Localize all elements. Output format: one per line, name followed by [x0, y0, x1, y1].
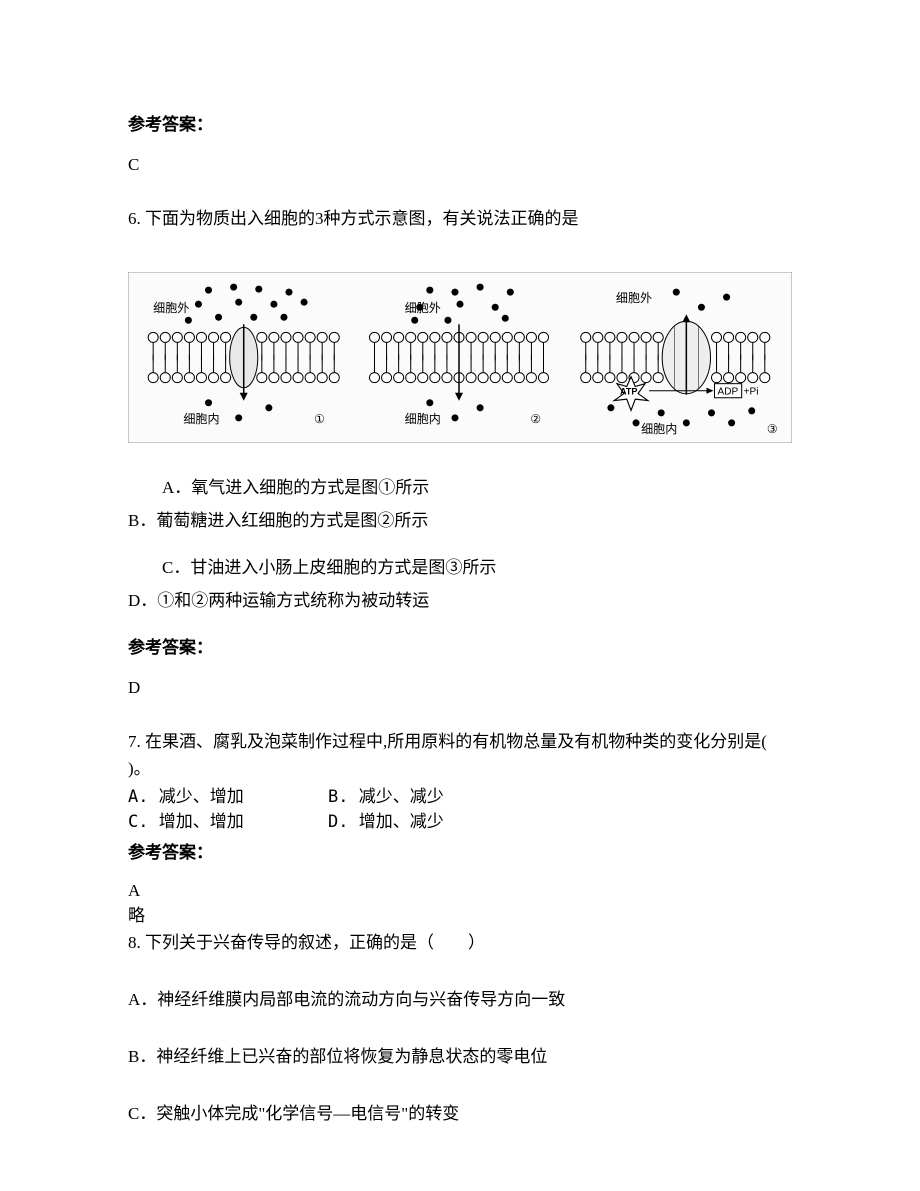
q7-answer-letter: A	[128, 881, 792, 901]
p1-in-label: 细胞内	[183, 412, 219, 426]
q6-stem: 6. 下面为物质出入细胞的3种方式示意图，有关说法正确的是	[128, 205, 792, 232]
q6-optA: A．氧气进入细胞的方式是图①所示	[128, 473, 792, 498]
q8-optA: A．神经纤维膜内局部电流的流动方向与兴奋传导方向一致	[128, 985, 792, 1010]
q7-optA: A. 减少、增加	[128, 785, 328, 811]
q5-answer-label: 参考答案：	[128, 110, 792, 135]
p1-out-label: 细胞外	[153, 301, 189, 315]
q7-optC: C. 增加、增加	[128, 810, 328, 836]
p2-num: ②	[530, 412, 541, 426]
q6-optB: B．葡萄糖进入红细胞的方式是图②所示	[128, 506, 792, 531]
q6-answer-letter: D	[128, 678, 792, 698]
q6-answer-label: 参考答案：	[128, 633, 792, 658]
q6-diagram: 细胞外 细胞内 ①	[128, 272, 792, 443]
q6-optD: D．①和②两种运输方式统称为被动转运	[128, 586, 792, 611]
p3-out-label: 细胞外	[616, 291, 652, 305]
q5-answer-letter: C	[128, 155, 792, 175]
adp-label: ADP	[718, 387, 739, 398]
p3-num: ③	[767, 422, 778, 436]
p3-in-label: 细胞内	[641, 422, 677, 436]
q7-stem: 7. 在果酒、腐乳及泡菜制作过程中,所用原料的有机物总量及有机物种类的变化分别是…	[128, 728, 792, 782]
atp-label: ATP	[620, 387, 637, 397]
p2-in-label: 细胞内	[405, 412, 441, 426]
q8-stem: 8. 下列关于兴奋传导的叙述，正确的是（ ）	[128, 928, 792, 953]
q8-optB: B．神经纤维上已兴奋的部位将恢复为静息状态的零电位	[128, 1042, 792, 1067]
q7-note: 略	[128, 901, 792, 926]
p1-num: ①	[314, 412, 325, 426]
q7-options: A. 减少、增加 B. 减少、减少 C. 增加、增加 D. 增加、减少	[128, 785, 792, 836]
q7-optB: B. 减少、减少	[328, 785, 528, 811]
pi-label: +Pi	[744, 387, 759, 398]
q7-optD: D. 增加、减少	[328, 810, 528, 836]
q8-optC: C．突触小体完成"化学信号—电信号"的转变	[128, 1099, 792, 1124]
q7-answer-label: 参考答案：	[128, 838, 792, 863]
q6-optC: C．甘油进入小肠上皮细胞的方式是图③所示	[128, 553, 792, 578]
